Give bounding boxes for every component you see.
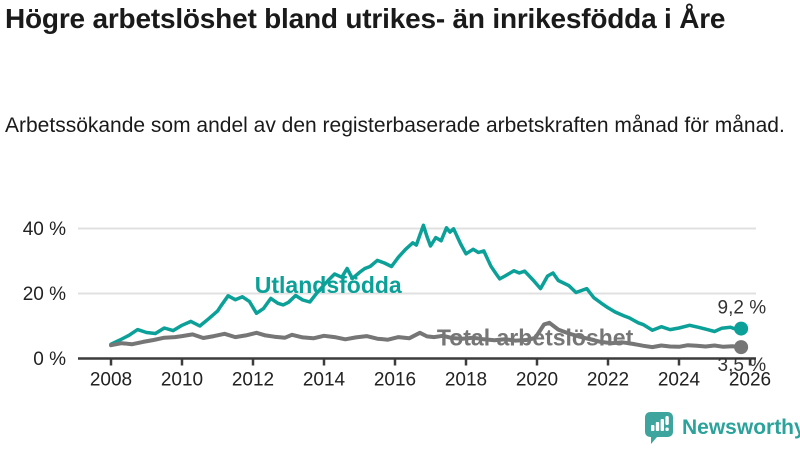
x-axis-tick-label: 2008 bbox=[90, 370, 132, 391]
end-dot-total-arbetsl-shet bbox=[734, 340, 749, 355]
series-line-total-arbetsl-shet bbox=[109, 320, 744, 350]
x-axis-tick-label: 2020 bbox=[516, 370, 558, 391]
x-axis-tick-label: 2016 bbox=[374, 370, 416, 391]
brand-logo: Newsworthy bbox=[644, 411, 800, 445]
x-axis-tick-label: 2026 bbox=[729, 370, 771, 391]
x-axis-tick-label: 2024 bbox=[658, 370, 701, 391]
line-chart: 0 % 20 % 40 % 2008 2010 2012 2014 2016 2018 2020 2… bbox=[0, 200, 800, 395]
series-label-utlandsf-dda: Utlandsfödda bbox=[255, 272, 402, 298]
chart-title: Högre arbetslöshet bland utrikes- än inr… bbox=[5, 3, 726, 34]
y-axis-tick-label: 0 % bbox=[33, 349, 66, 370]
y-axis-tick-label: 20 % bbox=[23, 284, 66, 305]
end-dot-utlandsf-dda bbox=[734, 321, 749, 336]
series-label-total-arbetsl-shet: Total arbetslöshet bbox=[437, 325, 634, 351]
x-axis-tick-label: 2022 bbox=[587, 370, 629, 391]
x-axis-tick-label: 2012 bbox=[232, 370, 274, 391]
brand-name: Newsworthy bbox=[682, 416, 800, 439]
bar-chart-speech-bubble-icon bbox=[645, 412, 673, 444]
x-axis-tick-label: 2010 bbox=[161, 370, 203, 391]
end-value-label-utlandsf-dda: 9,2 % bbox=[718, 298, 767, 319]
series-line-utlandsf-dda bbox=[109, 223, 743, 346]
y-axis-tick-label: 40 % bbox=[23, 219, 66, 240]
chart-canvas: 0 % 20 % 40 % 2008 2010 2012 2014 2016 2018 2020 2… bbox=[23, 219, 771, 391]
x-axis-tick-label: 2014 bbox=[303, 370, 346, 391]
end-value-label-total-arbetsl-shet: 3,5 % bbox=[718, 355, 767, 376]
chart-subtitle: Arbetssökande som andel av den registerb… bbox=[5, 114, 785, 137]
x-axis-tick-label: 2018 bbox=[445, 370, 487, 391]
